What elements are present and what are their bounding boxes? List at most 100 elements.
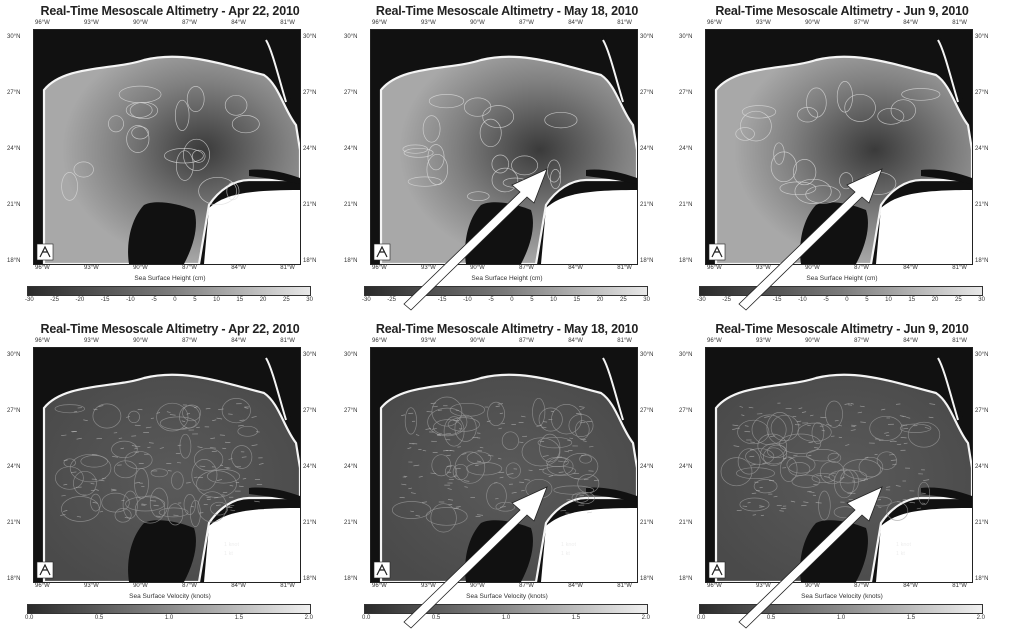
latitude-label: 24°N [975, 146, 988, 152]
map-panel-bottom-right: Real-Time Mesoscale Altimetry - Jun 9, 2… [677, 322, 1007, 633]
panel-title: Real-Time Mesoscale Altimetry - Jun 9, 2… [677, 4, 1007, 18]
longitude-label: 87°W [519, 20, 534, 26]
longitude-label: 96°W [372, 265, 387, 271]
colorbar-tick: -10 [798, 297, 807, 303]
latitude-label: 27°N [679, 90, 692, 96]
colorbar [27, 604, 311, 614]
longitude-label: 90°W [470, 583, 485, 589]
longitude-label: 90°W [133, 583, 148, 589]
velocity-legend: 1 kt [896, 551, 905, 557]
panel-title: Real-Time Mesoscale Altimetry - May 18, … [342, 322, 672, 336]
latitude-label: 30°N [303, 34, 316, 40]
latitude-label: 24°N [303, 146, 316, 152]
longitude-label: 93°W [84, 583, 99, 589]
gulf-map [370, 29, 638, 265]
longitude-label: 93°W [84, 338, 99, 344]
longitude-label: 84°W [568, 338, 583, 344]
colorbar-label: Sea Surface Velocity (knots) [677, 593, 1007, 600]
longitude-label: 87°W [854, 265, 869, 271]
longitude-label: 87°W [854, 338, 869, 344]
map-panel-top-left: Real-Time Mesoscale Altimetry - Apr 22, … [5, 4, 335, 315]
gulf-map-svg [371, 30, 637, 264]
gulf-map [705, 29, 973, 265]
colorbar-tick: -15 [773, 297, 782, 303]
latitude-label: 27°N [344, 408, 357, 414]
map-panel-bottom-left: Real-Time Mesoscale Altimetry - Apr 22, … [5, 322, 335, 633]
latitude-label: 21°N [344, 202, 357, 208]
latitude-label: 21°N [975, 202, 988, 208]
latitude-label: 21°N [303, 520, 316, 526]
latitude-label: 27°N [640, 90, 653, 96]
colorbar-tick: -20 [413, 297, 422, 303]
colorbar [699, 286, 983, 296]
longitude-label: 81°W [617, 20, 632, 26]
longitude-label: 87°W [854, 20, 869, 26]
colorbar-tick: 10 [213, 297, 220, 303]
latitude-label: 30°N [303, 352, 316, 358]
latitude-label: 18°N [303, 258, 316, 264]
colorbar-tick: 0.0 [697, 615, 705, 621]
colorbar-tick: -30 [697, 297, 706, 303]
latitude-label: 27°N [679, 408, 692, 414]
colorbar-tick: 0 [845, 297, 848, 303]
colorbar-tick: 5 [530, 297, 533, 303]
longitude-label: 90°W [805, 338, 820, 344]
colorbar-tick: 10 [550, 297, 557, 303]
colorbar-tick: -25 [387, 297, 396, 303]
colorbar-tick: 0.5 [432, 615, 440, 621]
longitude-label: 87°W [854, 583, 869, 589]
latitude-label: 30°N [7, 34, 20, 40]
longitude-label: 93°W [756, 265, 771, 271]
colorbar-tick: 1.5 [907, 615, 915, 621]
longitude-label: 87°W [519, 265, 534, 271]
longitude-label: 84°W [231, 583, 246, 589]
longitude-label: 96°W [35, 20, 50, 26]
colorbar-tick: 25 [955, 297, 962, 303]
colorbar [699, 604, 983, 614]
longitude-label: 84°W [231, 20, 246, 26]
longitude-label: 93°W [756, 338, 771, 344]
latitude-label: 18°N [679, 576, 692, 582]
velocity-legend: 1 kt [224, 551, 233, 557]
latitude-label: 30°N [640, 34, 653, 40]
longitude-label: 96°W [707, 583, 722, 589]
latitude-label: 30°N [640, 352, 653, 358]
colorbar-tick: 10 [885, 297, 892, 303]
colorbar-tick: 30 [643, 297, 650, 303]
colorbar-tick: 2.0 [305, 615, 313, 621]
longitude-label: 90°W [470, 265, 485, 271]
colorbar-tick: 20 [932, 297, 939, 303]
colorbar-tick: -30 [25, 297, 34, 303]
colorbar-tick: 1.5 [235, 615, 243, 621]
latitude-label: 18°N [344, 576, 357, 582]
colorbar-tick: -5 [151, 297, 156, 303]
latitude-label: 30°N [975, 34, 988, 40]
latitude-label: 24°N [679, 146, 692, 152]
latitude-label: 24°N [344, 146, 357, 152]
colorbar-label: Sea Surface Velocity (knots) [5, 593, 335, 600]
colorbar-tick: -15 [101, 297, 110, 303]
latitude-label: 30°N [344, 34, 357, 40]
colorbar-tick: 25 [283, 297, 290, 303]
longitude-label: 87°W [182, 20, 197, 26]
colorbar-tick: -5 [488, 297, 493, 303]
longitude-label: 96°W [372, 20, 387, 26]
gulf-map-svg [34, 348, 300, 582]
gulf-map-svg [34, 30, 300, 264]
latitude-label: 18°N [344, 258, 357, 264]
